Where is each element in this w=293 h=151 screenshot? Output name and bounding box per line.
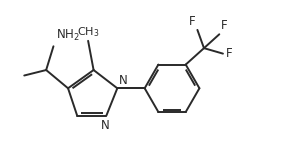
Text: CH$_3$: CH$_3$ [77, 25, 99, 39]
Text: N: N [119, 74, 127, 87]
Text: F: F [189, 15, 196, 28]
Text: F: F [221, 19, 228, 32]
Text: N: N [101, 119, 110, 132]
Text: NH$_2$: NH$_2$ [56, 28, 80, 43]
Text: F: F [226, 47, 232, 60]
